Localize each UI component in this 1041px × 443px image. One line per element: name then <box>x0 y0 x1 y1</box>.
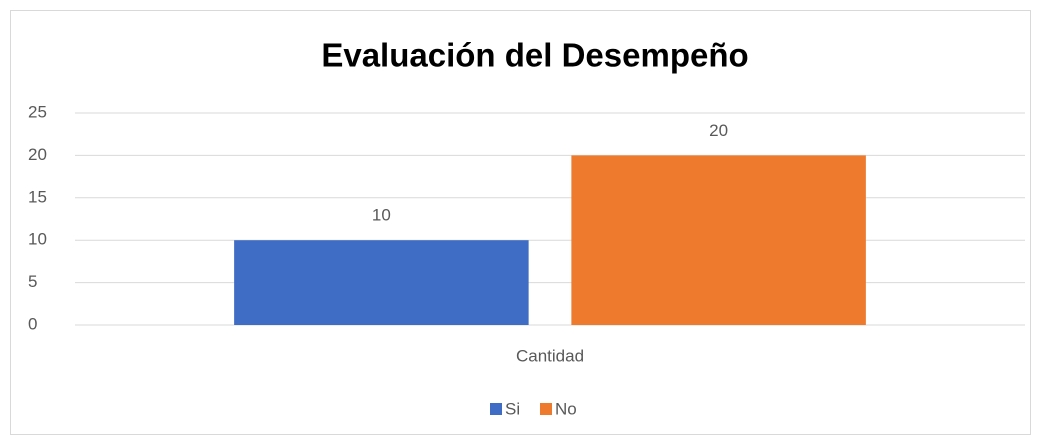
legend-label: No <box>555 399 577 418</box>
bar <box>571 155 866 325</box>
legend-swatch <box>540 403 552 415</box>
x-tick-label: Cantidad <box>516 346 584 365</box>
y-tick-label: 25 <box>28 102 47 121</box>
chart-title: Evaluación del Desempeño <box>321 37 748 74</box>
y-tick-label: 10 <box>28 230 47 249</box>
data-label: 20 <box>709 121 728 140</box>
legend-label: Si <box>505 399 520 418</box>
bar <box>234 240 529 325</box>
data-label: 10 <box>372 206 391 225</box>
y-tick-label: 5 <box>28 272 37 291</box>
y-tick-label: 0 <box>28 314 37 333</box>
chart-border <box>10 10 1031 435</box>
legend-swatch <box>490 403 502 415</box>
y-tick-label: 20 <box>28 145 47 164</box>
y-tick-label: 15 <box>28 187 47 206</box>
